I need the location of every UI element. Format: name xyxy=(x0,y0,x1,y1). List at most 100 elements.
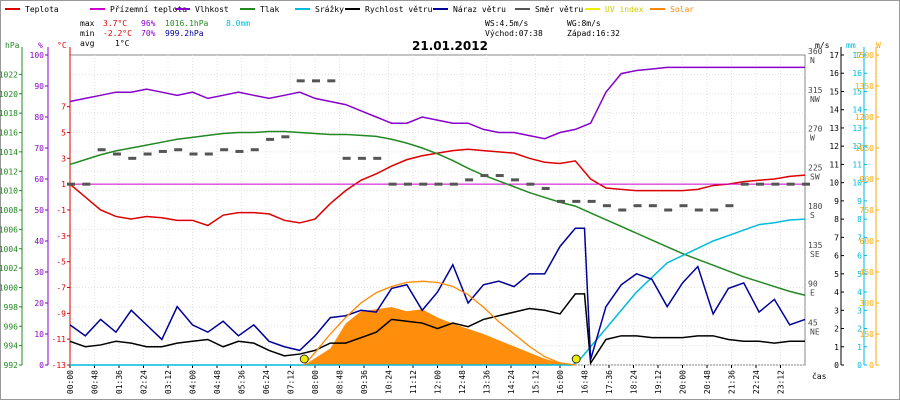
legend-label: Náraz větru xyxy=(453,5,506,14)
wind-dir-mark xyxy=(112,152,121,156)
rain-unit: mm xyxy=(846,41,856,50)
wind-dir-mark xyxy=(602,204,611,208)
humidity-unit: % xyxy=(38,41,43,50)
humidity-tick-label: 60 xyxy=(34,175,44,184)
stat-max-hum: 96% xyxy=(141,19,156,28)
rain-tick-label: 1 xyxy=(857,343,862,352)
temperature-tick-label: 3 xyxy=(61,154,66,163)
humidity-tick-label: 70 xyxy=(34,144,44,153)
wind-dir-mark xyxy=(342,156,351,160)
wind-speed-unit: m/s xyxy=(815,41,830,50)
solar-tick-label: 1350 xyxy=(855,82,874,91)
x-tick-label: 21:36 xyxy=(728,370,737,394)
x-tick-label: 03:12 xyxy=(164,370,173,394)
x-tick-label: 01:36 xyxy=(115,370,124,394)
stat-max-temp: 3.7°C xyxy=(103,19,127,28)
stat-min-temp: -2.2°C xyxy=(103,29,132,38)
x-tick-label: 23:12 xyxy=(777,370,786,394)
pressure-tick-label: 998 xyxy=(4,303,19,312)
legend-label: Směr větru xyxy=(535,5,583,14)
rain-tick-label: 6 xyxy=(857,252,862,261)
x-tick-label: 09:36 xyxy=(360,370,369,394)
x-tick-label: 08:48 xyxy=(336,370,345,394)
wind-speed-tick-label: 8 xyxy=(834,215,839,224)
wind-dir-mark xyxy=(740,182,749,186)
stat-avg-temp: 1°C xyxy=(115,39,130,48)
wind-dir-label: N xyxy=(810,56,815,65)
solar-tick-label: 300 xyxy=(860,299,875,308)
rain-tick-label: 0 xyxy=(857,361,862,370)
wind-dir-mark xyxy=(312,79,320,83)
wind-speed-tick-label: 5 xyxy=(834,270,839,279)
wind-speed-tick-label: 16 xyxy=(829,69,839,78)
stat-sunset: Západ:16:32 xyxy=(567,29,620,38)
rain-tick-label: 10 xyxy=(852,179,862,188)
humidity-tick-label: 30 xyxy=(34,268,44,277)
wind-speed-tick-label: 14 xyxy=(829,106,839,115)
wind-dir-label: SE xyxy=(810,250,820,259)
wind-speed-tick-label: 15 xyxy=(829,87,839,96)
wind-dir-mark xyxy=(266,137,275,141)
pressure-tick-label: 992 xyxy=(4,361,19,370)
wind-dir-mark xyxy=(67,182,75,186)
x-tick-label: 12:00 xyxy=(434,370,443,394)
wind-dir-mark xyxy=(281,135,290,139)
wind-dir-label: NW xyxy=(810,95,820,104)
temperature-tick-label: -1 xyxy=(56,206,66,215)
wind-dir-mark xyxy=(618,208,627,212)
pressure-tick-label: 1012 xyxy=(0,167,18,176)
solar-area xyxy=(304,307,573,365)
x-tick-label: 22:24 xyxy=(752,370,761,394)
wind-dir-deg-label: 135 xyxy=(808,241,823,250)
solar-tick-label: 1500 xyxy=(855,51,874,60)
wind-dir-mark xyxy=(541,186,550,190)
stat-wg: WG:8m/s xyxy=(567,19,601,28)
wind-dir-mark xyxy=(235,149,244,153)
humidity-tick-label: 40 xyxy=(34,237,44,246)
wind-dir-mark xyxy=(449,182,458,186)
solar-tick-label: 900 xyxy=(860,175,875,184)
pressure-tick-label: 1010 xyxy=(0,187,18,196)
pressure-tick-label: 996 xyxy=(4,322,19,331)
temperature-tick-label: 5 xyxy=(61,129,66,138)
chart-title: 21.01.2012 xyxy=(412,39,488,53)
pressure-tick-label: 1016 xyxy=(0,129,18,138)
wind-dir-mark xyxy=(756,182,765,186)
legend-label: UV index xyxy=(605,5,644,14)
x-tick-label: 05:36 xyxy=(238,370,247,394)
pressure-tick-label: 1020 xyxy=(0,90,18,99)
wind-dir-label: SW xyxy=(810,172,820,181)
wind-dir-mark xyxy=(511,178,520,182)
legend-label: Teplota xyxy=(25,5,59,14)
rain-tick-label: 9 xyxy=(857,197,862,206)
stat-max-press: 1016.1hPa xyxy=(165,19,209,28)
wind-dir-deg-label: 315 xyxy=(808,86,823,95)
wind-dir-mark xyxy=(204,152,213,156)
humidity-tick-label: 10 xyxy=(34,330,44,339)
stat-min-hum: 70% xyxy=(141,29,156,38)
series-line-rychlost-větru xyxy=(69,293,805,366)
x-tick-label: 10:24 xyxy=(385,370,394,394)
temperature-unit: °C xyxy=(57,41,67,50)
solar-tick-label: 1200 xyxy=(855,113,874,122)
wind-dir-mark xyxy=(97,148,106,152)
wind-speed-tick-label: 12 xyxy=(829,142,839,151)
solar-tick-label: 0 xyxy=(869,361,874,370)
wind-dir-mark xyxy=(465,178,474,182)
wind-speed-tick-label: 7 xyxy=(834,233,839,242)
temperature-tick-label: -7 xyxy=(56,284,66,293)
humidity-tick-label: 50 xyxy=(34,206,44,215)
x-tick-label: 04:00 xyxy=(189,370,198,394)
wind-dir-mark xyxy=(189,152,198,156)
stat-ws: WS:4.5m/s xyxy=(485,19,529,28)
solar-tick-label: 450 xyxy=(860,268,875,277)
x-axis-label: čas xyxy=(812,371,827,381)
wind-dir-mark xyxy=(174,148,183,152)
wind-speed-tick-label: 4 xyxy=(834,288,839,297)
humidity-tick-label: 80 xyxy=(34,113,44,122)
wind-dir-label: S xyxy=(810,211,815,220)
temperature-tick-label: -13 xyxy=(52,361,67,370)
x-tick-label: 20:00 xyxy=(679,370,688,394)
wind-dir-mark xyxy=(802,182,810,186)
